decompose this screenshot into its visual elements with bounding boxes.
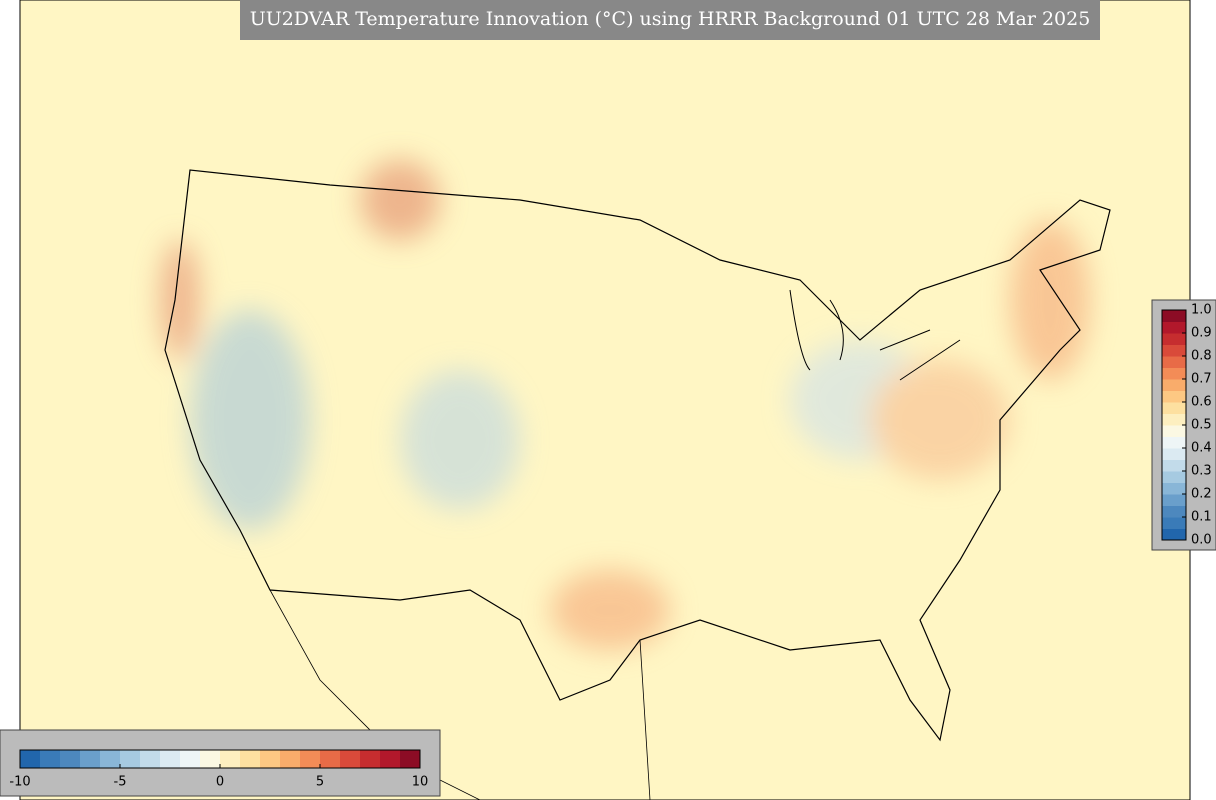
colorbar-segment	[180, 750, 201, 768]
tick-label: 0.0	[1191, 533, 1212, 548]
map-title: UU2DVAR Temperature Innovation (°C) usin…	[250, 8, 1091, 30]
tick-label: 0.6	[1191, 395, 1212, 410]
colorbar-segment	[1162, 448, 1186, 460]
colorbar-segment	[240, 750, 261, 768]
colorbar-segment	[1162, 413, 1186, 426]
colorbar-segment	[1162, 459, 1186, 472]
colorbar-segment	[1162, 425, 1186, 437]
colorbar-segment	[1162, 344, 1186, 357]
colorbar-segment	[380, 750, 401, 768]
great-lakes-outline	[789, 289, 961, 381]
colorbar-segment	[1162, 482, 1186, 495]
colorbar-segment	[1162, 505, 1186, 518]
tick-label: -5	[114, 775, 127, 790]
colorbar-segment	[1162, 367, 1186, 380]
colorbar-segment	[1162, 390, 1186, 403]
colorbar-segment	[220, 750, 241, 768]
colorbar-segment	[1162, 517, 1186, 529]
colorbar-segment	[400, 750, 421, 768]
colorbar-segment	[200, 750, 221, 768]
colorbar-segment	[360, 750, 381, 768]
title-box	[240, 0, 1100, 40]
tick-label: 0.9	[1191, 326, 1212, 341]
colorbar-segment	[320, 750, 341, 768]
colorbar-segment	[1162, 528, 1186, 541]
colorbar-segment	[260, 750, 281, 768]
tick-label: 0.1	[1191, 510, 1212, 525]
colorbar-segment	[1162, 471, 1186, 483]
tick-label: 0.4	[1191, 441, 1212, 456]
colorbar-segment	[1162, 321, 1186, 334]
colorbar-segment	[340, 750, 361, 768]
colorbar-segment	[60, 750, 81, 768]
colorbar-segment	[140, 750, 161, 768]
colorbar-segment	[280, 750, 301, 768]
country-outline	[164, 169, 1111, 742]
colorbar-segment	[1162, 402, 1186, 414]
colorbar-segment	[80, 750, 101, 768]
tick-label: 5	[316, 775, 324, 790]
tick-label: 0.7	[1191, 372, 1212, 387]
colorbar-segment	[20, 750, 41, 768]
colorbar-segment	[40, 750, 61, 768]
colorbar-segment	[120, 750, 141, 768]
tick-label: 0	[216, 775, 224, 790]
tick-label: 1.0	[1191, 303, 1212, 318]
tick-label: 0.3	[1191, 464, 1212, 479]
tick-label: 10	[412, 775, 429, 790]
tick-label: 0.5	[1191, 418, 1212, 433]
tick-label: 0.8	[1191, 349, 1212, 364]
colorbar-segment	[100, 750, 121, 768]
colorbar-segment	[1162, 379, 1186, 391]
colorbar-segment	[1162, 333, 1186, 345]
colorbar-segment	[300, 750, 321, 768]
colorbar-segment	[1162, 494, 1186, 506]
colorbar-segment	[1162, 436, 1186, 449]
colorbar-segment	[160, 750, 181, 768]
colorbar-segment	[1162, 356, 1186, 368]
colorbar-segment	[1162, 310, 1186, 322]
tick-label: -10	[9, 775, 30, 790]
tick-label: 0.2	[1191, 487, 1212, 502]
